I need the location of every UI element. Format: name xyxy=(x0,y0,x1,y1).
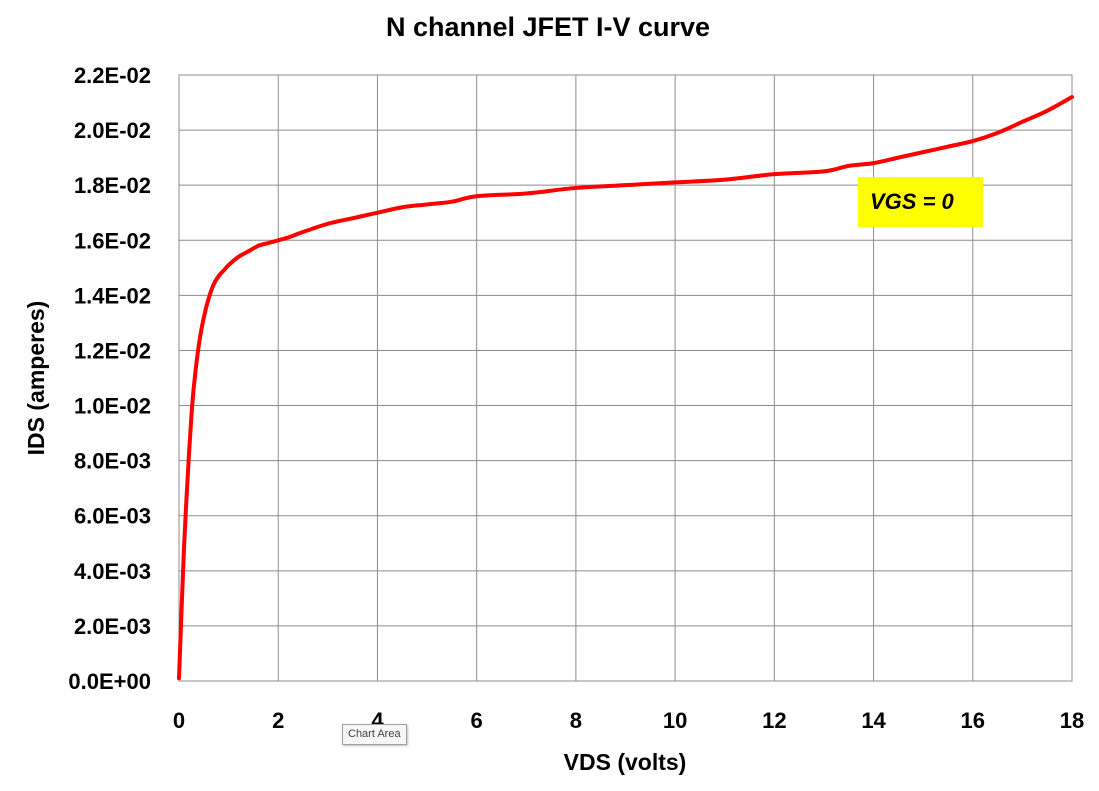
chart-title: N channel JFET I-V curve xyxy=(386,12,710,42)
y-tick-label: 8.0E-03 xyxy=(74,449,151,474)
y-tick-label: 1.4E-02 xyxy=(74,283,151,308)
x-tick-label: 12 xyxy=(762,708,786,733)
y-tick-label: 1.0E-02 xyxy=(74,394,151,419)
y-tick-label: 6.0E-03 xyxy=(74,504,151,529)
y-axis-tick-labels: 0.0E+00 2.0E-03 4.0E-03 6.0E-03 8.0E-03 1.0E-… xyxy=(68,63,151,694)
y-tick-label: 2.2E-02 xyxy=(74,63,151,88)
y-tick-label: 1.8E-02 xyxy=(74,173,151,198)
plot-area-border xyxy=(178,74,1073,682)
x-tick-label: 2 xyxy=(272,708,284,733)
y-tick-label: 4.0E-03 xyxy=(74,559,151,584)
x-tick-label: 10 xyxy=(663,708,687,733)
x-tick-label: 8 xyxy=(570,708,582,733)
series-line-ids xyxy=(177,95,1074,681)
y-tick-label: 0.0E+00 xyxy=(68,669,151,694)
annotation-box xyxy=(858,177,983,227)
chart-area-tooltip: Chart Area xyxy=(342,724,407,745)
x-tick-label: 0 xyxy=(173,708,185,733)
x-tick-label: 16 xyxy=(961,708,985,733)
y-tick-label: 2.0E-03 xyxy=(74,614,151,639)
x-tick-label: 14 xyxy=(861,708,886,733)
y-axis-label: IDS (amperes) xyxy=(23,301,49,456)
x-tick-label: 6 xyxy=(471,708,483,733)
x-axis-label: VDS (volts) xyxy=(564,749,687,775)
x-tick-label: 18 xyxy=(1060,708,1084,733)
annotation-text: VGS = 0 xyxy=(870,189,955,214)
y-tick-label: 1.2E-02 xyxy=(74,338,151,363)
y-tick-label: 1.6E-02 xyxy=(74,228,151,253)
y-tick-label: 2.0E-02 xyxy=(74,118,151,143)
